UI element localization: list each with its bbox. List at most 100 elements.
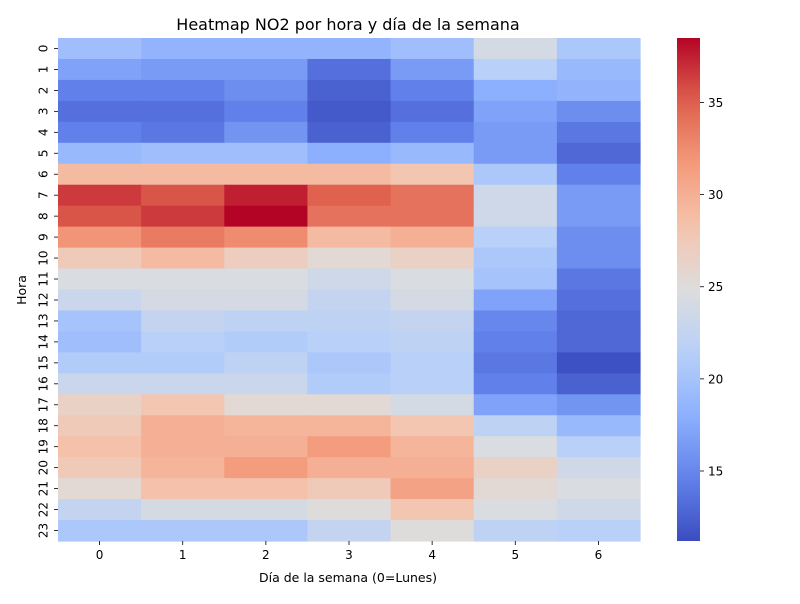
heatmap-cell bbox=[307, 38, 392, 60]
heatmap-cell bbox=[390, 457, 475, 479]
heatmap-cell bbox=[390, 478, 475, 500]
heatmap-cell bbox=[556, 163, 641, 186]
colorbar-tick-label: 35 bbox=[708, 96, 723, 110]
heatmap-cell bbox=[307, 478, 392, 500]
heatmap-cell bbox=[390, 184, 475, 207]
heatmap-cell bbox=[58, 79, 142, 102]
heatmap-cell bbox=[141, 184, 225, 207]
heatmap-cell bbox=[224, 268, 309, 291]
heatmap-cell bbox=[307, 163, 392, 186]
heatmap-cell bbox=[58, 394, 142, 416]
heatmap-cell bbox=[307, 100, 392, 123]
heatmap-cell bbox=[58, 58, 142, 81]
heatmap-cell bbox=[556, 184, 641, 207]
heatmap-cell bbox=[390, 226, 475, 249]
heatmap-cell bbox=[224, 142, 309, 165]
heatmap-cell bbox=[58, 499, 142, 521]
heatmap-cell bbox=[556, 352, 641, 374]
heatmap-cell bbox=[141, 373, 225, 395]
y-tick-label: 1 bbox=[37, 66, 51, 74]
heatmap-cell bbox=[224, 352, 309, 374]
heatmap-cell bbox=[473, 373, 558, 395]
heatmap-cell bbox=[141, 142, 225, 165]
heatmap-cell bbox=[307, 121, 392, 144]
heatmap-cell bbox=[307, 268, 392, 291]
colorbar bbox=[677, 38, 700, 541]
x-tick-label: 3 bbox=[345, 548, 353, 562]
heatmap-cell bbox=[307, 142, 392, 165]
heatmap-cell bbox=[390, 121, 475, 144]
heatmap-cell bbox=[473, 184, 558, 207]
colorbar-ticks: 15 20 25 30 35 bbox=[700, 96, 723, 478]
heatmap-cell bbox=[224, 457, 309, 479]
chart-title: Heatmap NO2 por hora y día de la semana bbox=[176, 15, 519, 34]
x-tick-label: 6 bbox=[595, 548, 603, 562]
colorbar-tick-label: 20 bbox=[708, 372, 723, 386]
y-tick-label: 6 bbox=[37, 170, 51, 178]
heatmap-cell bbox=[58, 142, 142, 165]
heatmap-cell bbox=[58, 100, 142, 123]
heatmap-cell bbox=[390, 289, 475, 312]
heatmap-cell bbox=[473, 310, 558, 333]
heatmap-cell bbox=[224, 121, 309, 144]
heatmap-cell bbox=[473, 247, 558, 270]
heatmap-cell bbox=[473, 226, 558, 249]
heatmap-cell bbox=[390, 58, 475, 81]
y-tick-label: 10 bbox=[37, 250, 51, 265]
heatmap-cell bbox=[141, 289, 225, 312]
heatmap-cell bbox=[307, 352, 392, 374]
y-tick-label: 20 bbox=[37, 460, 51, 475]
heatmap-cell bbox=[390, 436, 475, 458]
heatmap-cell bbox=[390, 205, 475, 228]
heatmap-cell bbox=[141, 79, 225, 102]
y-tick-label: 16 bbox=[37, 376, 51, 391]
heatmap-cell bbox=[556, 289, 641, 312]
heatmap-cell bbox=[556, 205, 641, 228]
heatmap-cell bbox=[224, 79, 309, 102]
heatmap-cell bbox=[307, 415, 392, 437]
heatmap-cell bbox=[307, 205, 392, 228]
heatmap-cell bbox=[141, 163, 225, 186]
y-tick-label: 12 bbox=[37, 292, 51, 307]
heatmap-cell bbox=[58, 436, 142, 458]
heatmap-cell bbox=[556, 310, 641, 333]
x-tick-label: 2 bbox=[262, 548, 270, 562]
heatmap-cell bbox=[556, 478, 641, 500]
heatmap-cell bbox=[473, 289, 558, 312]
heatmap-cell bbox=[224, 58, 309, 81]
x-tick-label: 0 bbox=[96, 548, 104, 562]
heatmap-cell bbox=[556, 373, 641, 395]
heatmap-cell bbox=[224, 436, 309, 458]
heatmap-cell bbox=[307, 226, 392, 249]
heatmap-cell bbox=[224, 247, 309, 270]
heatmap-cell bbox=[224, 478, 309, 500]
heatmap-cell bbox=[473, 163, 558, 186]
heatmap-cell bbox=[473, 478, 558, 500]
y-tick-label: 0 bbox=[37, 45, 51, 53]
heatmap-cell bbox=[390, 352, 475, 374]
heatmap-cell bbox=[141, 436, 225, 458]
heatmap-cell bbox=[473, 415, 558, 437]
heatmap-cell bbox=[58, 268, 142, 291]
heatmap-cell bbox=[556, 331, 641, 353]
heatmap-cell bbox=[141, 58, 225, 81]
heatmap-cell bbox=[556, 394, 641, 416]
heatmap-cell bbox=[58, 184, 142, 207]
heatmap-cell bbox=[556, 247, 641, 270]
heatmap-cell bbox=[58, 520, 142, 542]
heatmap-cell bbox=[473, 205, 558, 228]
heatmap-cell bbox=[556, 499, 641, 521]
heatmap-cell bbox=[58, 352, 142, 374]
heatmap-cell bbox=[390, 520, 475, 542]
y-tick-label: 18 bbox=[37, 418, 51, 433]
heatmap-cells bbox=[58, 38, 641, 542]
heatmap-cell bbox=[473, 331, 558, 353]
heatmap-cell bbox=[307, 289, 392, 312]
heatmap-cell bbox=[224, 499, 309, 521]
heatmap-cell bbox=[58, 331, 142, 353]
heatmap-cell bbox=[390, 499, 475, 521]
heatmap-cell bbox=[307, 247, 392, 270]
heatmap-cell bbox=[473, 38, 558, 60]
heatmap-cell bbox=[224, 373, 309, 395]
